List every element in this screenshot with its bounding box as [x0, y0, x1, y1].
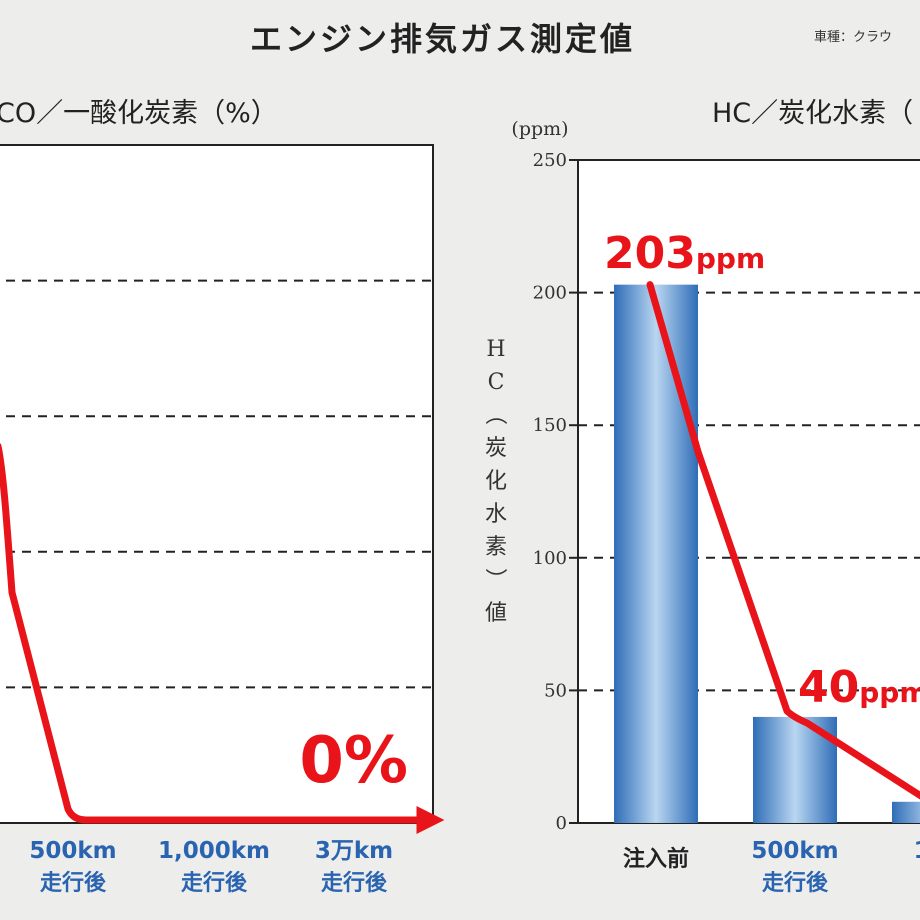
co-category-sub: 走行後 [321, 870, 388, 896]
hc-y-tick-label: 200 [533, 283, 567, 304]
hc-y-axis-label-char: 素 [485, 535, 507, 560]
hc-y-tick-label: 150 [533, 415, 567, 436]
co-plot-frame [0, 144, 434, 824]
hc-chart: HC／炭化水素（ (ppm) 0 50 100 150 200 250 HC （ 炭化水素 ） 値注入前… [482, 98, 920, 896]
hc-y-axis-label-char: 化 [485, 469, 507, 494]
hc-data-label: 40ppm [798, 662, 920, 713]
hc-category-sub: 走行後 [762, 870, 829, 896]
hc-y-axis-label-char: ） [482, 568, 507, 590]
vehicle-note: 車種：クラウ [814, 30, 893, 45]
co-category-sub: 走行後 [181, 870, 248, 896]
hc-unit-label: (ppm) [511, 118, 568, 140]
hc-trend-line [646, 281, 920, 800]
page-title: エンジン排気ガス測定値 [250, 20, 636, 58]
hc-bar [614, 284, 698, 823]
hc-y-axis-label-char: H [486, 337, 505, 362]
co-chart-title: CO／一酸化炭素（%） [0, 98, 278, 129]
co-end-label: 0% [299, 724, 408, 798]
co-category-label: 500km [29, 838, 116, 864]
hc-y-axis-label-char: 炭 [485, 436, 507, 461]
hc-chart-title: HC／炭化水素（ [712, 98, 913, 129]
hc-category-label: 1,0 [914, 838, 920, 864]
co-category-label: 3万km [315, 838, 393, 864]
hc-bar [892, 801, 920, 823]
hc-y-axis-label-char: 水 [485, 502, 507, 527]
hc-y-tick-label: 0 [556, 813, 567, 834]
co-category-label: 1,000km [158, 838, 270, 864]
hc-y-axis-label-char: （ [482, 403, 507, 425]
hc-y-axis-label-char: 値 [485, 601, 507, 626]
hc-category-label: 注入前 [623, 846, 689, 872]
hc-y-axis-label-char: C [488, 370, 505, 395]
hc-y-tick-label: 250 [533, 150, 567, 171]
co-trend-line [0, 443, 445, 834]
hc-category-label: 500km [751, 838, 838, 864]
hc-y-tick-label: 100 [533, 548, 567, 569]
hc-y-tick-label: 50 [544, 680, 567, 701]
hc-data-label: 203ppm [604, 228, 765, 279]
co-category-sub: 走行後 [40, 870, 107, 896]
co-chart: CO／一酸化炭素（%） 500km 走行後 1,000km 走行後 3万km 走行後 0% [0, 98, 445, 896]
